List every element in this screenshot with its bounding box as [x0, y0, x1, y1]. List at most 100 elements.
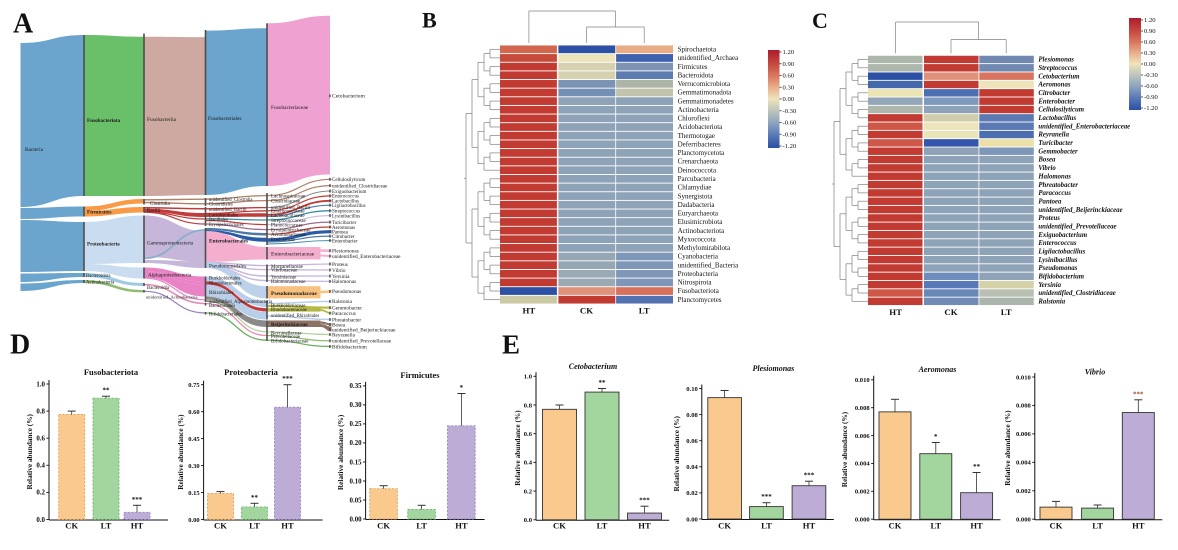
svg-text:Aeromonas: Aeromonas	[1037, 82, 1070, 89]
svg-text:Enterobacter: Enterobacter	[1037, 98, 1075, 105]
svg-text:0.6: 0.6	[36, 436, 45, 443]
svg-text:-0.90: -0.90	[783, 131, 797, 138]
svg-text:Plesiomonas: Plesiomonas	[753, 364, 795, 373]
svg-text:0.60: 0.60	[188, 409, 199, 416]
svg-text:unidentified_Clostridiaceae: unidentified_Clostridiaceae	[332, 184, 388, 189]
svg-text:0.20: 0.20	[350, 440, 363, 447]
svg-text:Bacteroidia: Bacteroidia	[147, 286, 170, 291]
svg-text:Relative abundance (%): Relative abundance (%)	[336, 414, 345, 490]
svg-text:0.004: 0.004	[1016, 460, 1032, 467]
svg-text:0.002: 0.002	[855, 489, 871, 496]
svg-text:Halomonadaceae: Halomonadaceae	[271, 280, 306, 285]
svg-text:1.20: 1.20	[783, 49, 795, 56]
svg-text:0.000: 0.000	[1016, 517, 1032, 524]
svg-text:LT: LT	[249, 520, 260, 530]
svg-text:0.00: 0.00	[350, 516, 363, 523]
svg-text:Pantoea: Pantoea	[1038, 198, 1062, 205]
svg-text:1.0: 1.0	[36, 381, 45, 388]
svg-text:Pseudomonadaceae: Pseudomonadaceae	[271, 291, 317, 297]
svg-text:0.60: 0.60	[1144, 39, 1156, 46]
svg-text:Proteus: Proteus	[332, 262, 348, 268]
svg-text:-0.90: -0.90	[1144, 94, 1158, 101]
svg-text:Bacteroidales: Bacteroidales	[209, 304, 235, 309]
svg-text:0.2: 0.2	[524, 488, 533, 495]
svg-text:Aeromonadaceae: Aeromonadaceae	[271, 233, 306, 238]
svg-text:Methylomirabilota: Methylomirabilota	[678, 244, 731, 252]
svg-text:Proteus: Proteus	[1038, 215, 1060, 222]
svg-text:Bosea: Bosea	[1037, 157, 1056, 164]
svg-text:LT: LT	[597, 520, 608, 530]
svg-text:**: **	[599, 379, 607, 387]
svg-text:0.02: 0.02	[686, 490, 698, 497]
svg-text:Morganellaceae: Morganellaceae	[271, 265, 304, 270]
svg-text:Lactobacillus: Lactobacillus	[332, 200, 359, 205]
svg-text:0.2: 0.2	[36, 490, 45, 497]
svg-text:HT: HT	[131, 520, 144, 530]
svg-text:Fusobacteriota: Fusobacteriota	[84, 367, 139, 377]
svg-text:unidentified_Bacteria: unidentified_Bacteria	[678, 261, 740, 269]
svg-text:Relative abundance (%): Relative abundance (%)	[176, 414, 185, 490]
svg-text:Relative abundance (%): Relative abundance (%)	[25, 413, 34, 489]
svg-text:unidentified_Clostridiaceae: unidentified_Clostridiaceae	[1038, 290, 1115, 297]
svg-text:Fusobacteriota: Fusobacteriota	[87, 118, 121, 124]
svg-text:CK: CK	[944, 307, 957, 317]
svg-text:0.60: 0.60	[783, 73, 795, 80]
svg-text:0.30: 0.30	[783, 85, 795, 92]
svg-text:Firmicutes: Firmicutes	[400, 370, 440, 380]
svg-text:LT: LT	[1001, 307, 1012, 317]
svg-text:Actinobacteria: Actinobacteria	[678, 106, 720, 114]
svg-text:0.30: 0.30	[350, 402, 363, 409]
svg-text:Yersinia: Yersinia	[332, 274, 350, 280]
svg-text:***: ***	[761, 493, 772, 501]
svg-text:Enterobacter: Enterobacter	[332, 239, 358, 244]
svg-text:Proteobacteria: Proteobacteria	[224, 367, 278, 377]
svg-text:Chloroflexi: Chloroflexi	[678, 115, 710, 123]
svg-text:Deinococcota: Deinococcota	[678, 166, 717, 174]
svg-text:Relative abundance (%): Relative abundance (%)	[840, 411, 849, 487]
svg-text:***: ***	[804, 472, 815, 480]
svg-text:unidentified_Actinobacteria: unidentified_Actinobacteria	[146, 294, 198, 299]
svg-text:HT: HT	[1132, 520, 1145, 530]
svg-text:unidentified_Clostridia: unidentified_Clostridia	[209, 198, 253, 203]
svg-text:**: **	[251, 494, 259, 502]
svg-text:0.000: 0.000	[855, 517, 871, 524]
svg-text:0.10: 0.10	[686, 386, 698, 393]
svg-text:0.006: 0.006	[855, 433, 871, 440]
svg-text:0.25: 0.25	[350, 421, 363, 428]
svg-text:-1.20: -1.20	[783, 143, 797, 150]
svg-text:unidentified_Enterobacteriacea: unidentified_Enterobacteriaceae	[332, 253, 401, 260]
svg-text:CK: CK	[377, 520, 390, 530]
svg-text:Lactobacillaceae: Lactobacillaceae	[271, 214, 305, 219]
svg-text:**: **	[103, 387, 111, 395]
svg-text:Bifidobacterium: Bifidobacterium	[332, 343, 368, 350]
svg-text:Exiguobacterium: Exiguobacterium	[1037, 232, 1087, 239]
svg-text:0.010: 0.010	[855, 377, 871, 384]
svg-text:Phreatobacter: Phreatobacter	[1038, 182, 1078, 189]
svg-text:unidentified_Prevotellaceae: unidentified_Prevotellaceae	[1038, 224, 1116, 231]
svg-text:Lysinibacillus: Lysinibacillus	[1037, 257, 1077, 264]
svg-text:Vibrio: Vibrio	[1038, 165, 1056, 172]
svg-text:Firmicutes: Firmicutes	[87, 210, 111, 216]
svg-text:0.00: 0.00	[686, 516, 698, 523]
svg-text:Paracoccus: Paracoccus	[1038, 190, 1071, 197]
svg-text:unidentified_Alphaproteobacter: unidentified_Alphaproteobacteria	[209, 300, 273, 305]
svg-text:Dadabacteria: Dadabacteria	[678, 201, 716, 209]
svg-text:Proteobacteria: Proteobacteria	[87, 242, 120, 248]
svg-text:-0.60: -0.60	[1144, 83, 1158, 90]
svg-text:CK: CK	[65, 520, 78, 530]
svg-text:Enterococcaceae: Enterococcaceae	[271, 210, 305, 215]
svg-text:Burkholderiales: Burkholderiales	[209, 277, 240, 282]
svg-text:Clostridia: Clostridia	[150, 202, 171, 207]
svg-text:Planctomycetes: Planctomycetes	[678, 296, 722, 304]
svg-text:Firmicutes: Firmicutes	[678, 63, 708, 71]
svg-text:0.004: 0.004	[855, 461, 871, 468]
svg-text:Fusobacteriota: Fusobacteriota	[678, 287, 720, 295]
svg-text:CK: CK	[718, 520, 731, 530]
svg-text:HT: HT	[523, 306, 536, 316]
svg-text:0.15: 0.15	[350, 459, 363, 466]
svg-text:HT: HT	[970, 520, 983, 530]
svg-text:Beijerinckiaceae: Beijerinckiaceae	[271, 322, 308, 328]
svg-text:*: *	[460, 384, 464, 392]
svg-text:0.4: 0.4	[36, 463, 45, 470]
svg-text:0.00: 0.00	[783, 96, 795, 103]
